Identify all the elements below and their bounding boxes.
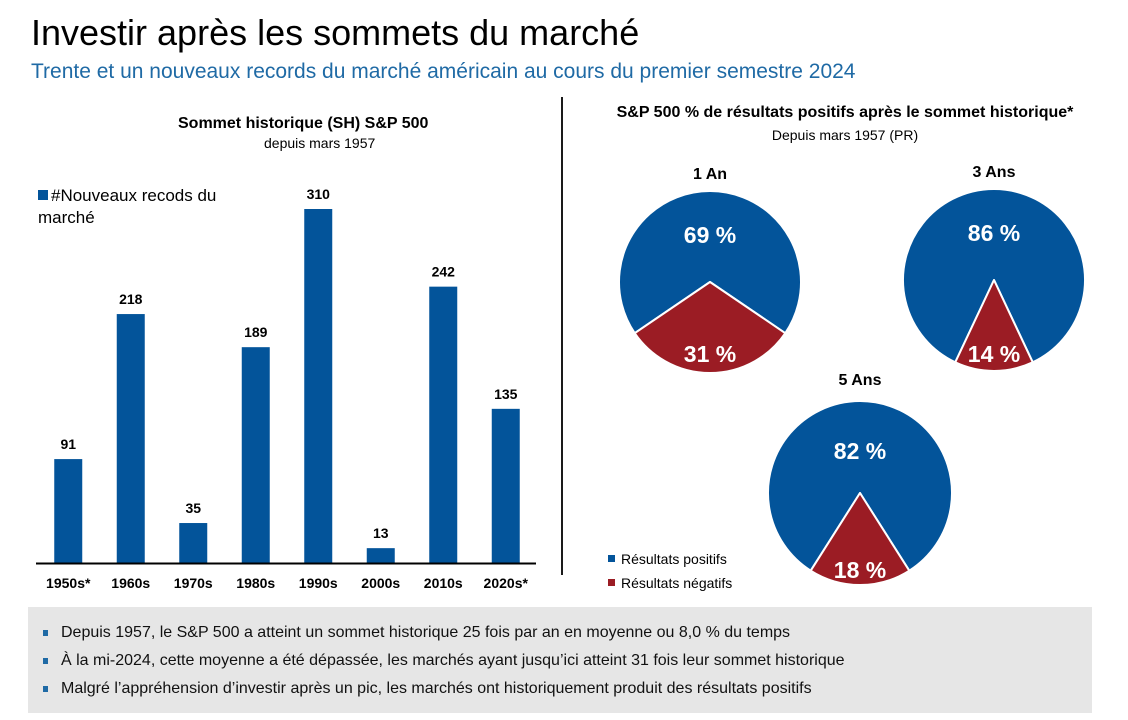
bullet-icon xyxy=(43,658,48,664)
key-point: Malgré l’appréhension d’investir après u… xyxy=(40,675,1092,703)
pie-title: 5 Ans xyxy=(839,372,882,389)
pie-group-subtitle: Depuis mars 1957 (PR) xyxy=(771,127,919,143)
bar-value-label: 13 xyxy=(373,525,389,541)
page-subtitle: Trente et un nouveaux records du marché … xyxy=(31,60,856,83)
x-tick-label: 1950s* xyxy=(46,575,91,591)
pie-label-negative: 18 % xyxy=(834,557,886,583)
bar-value-label: 189 xyxy=(244,324,268,340)
x-tick-label: 1970s xyxy=(174,575,213,591)
legend-swatch-negative xyxy=(608,579,615,586)
pie-1: 1 An 69 % 31 % xyxy=(618,166,802,374)
pie-slice-negative xyxy=(954,279,1034,372)
key-points-panel: Depuis 1957, le S&P 500 a atteint un som… xyxy=(28,607,1092,713)
pie-label-positive: 69 % xyxy=(684,222,736,248)
bar-1950s* xyxy=(54,459,83,563)
pie-slice-negative xyxy=(633,281,787,374)
x-tick-label: 2000s xyxy=(361,575,400,591)
legend-label-negative: Résultats négatifs xyxy=(621,575,733,591)
bar-value-label: 310 xyxy=(307,186,331,202)
key-points-list: Depuis 1957, le S&P 500 a atteint un som… xyxy=(28,607,1092,703)
bar-2000s xyxy=(366,548,395,563)
pie-3: 5 Ans 82 % 18 % xyxy=(767,372,953,586)
pie-title: 3 Ans xyxy=(973,164,1016,181)
bullet-icon xyxy=(43,686,48,692)
legend-item-negative: Résultats négatifs xyxy=(608,571,732,595)
bar-chart: 91 1950s* 218 1960s 35 1970s 189 1980s 310 1990s 1… xyxy=(36,186,536,591)
bar-value-label: 242 xyxy=(432,264,456,280)
key-point: Depuis 1957, le S&P 500 a atteint un som… xyxy=(40,619,1092,647)
pie-label-positive: 86 % xyxy=(968,220,1020,246)
pie-charts: 1 An 69 % 31 % 3 Ans 86 % 14 % 5 Ans 82 % 18 % xyxy=(618,164,1087,586)
pie-slice-negative xyxy=(809,492,911,586)
bullet-icon xyxy=(43,630,48,636)
pie-label-negative: 14 % xyxy=(968,341,1020,367)
bar-value-label: 218 xyxy=(119,291,143,307)
pie-slice-positive xyxy=(902,188,1087,364)
x-tick-label: 1980s xyxy=(236,575,275,591)
bar-1970s xyxy=(179,523,208,563)
bar-chart-title: Sommet historique (SH) S&P 500 xyxy=(178,115,429,132)
pie-title: 1 An xyxy=(693,166,727,183)
x-tick-label: 2020s* xyxy=(484,575,529,591)
pie-slice-positive xyxy=(618,190,802,335)
bar-1990s xyxy=(304,209,333,563)
x-tick-label: 1990s xyxy=(299,575,338,591)
bar-value-label: 91 xyxy=(60,436,76,452)
bar-1980s xyxy=(241,347,270,563)
x-tick-label: 1960s xyxy=(111,575,150,591)
bar-legend-label: #Nouveaux recods du marché xyxy=(38,186,217,227)
bar-value-label: 35 xyxy=(185,500,201,516)
pie-slice-positive xyxy=(767,400,953,572)
page-title: Investir après les sommets du marché xyxy=(31,12,640,53)
bar-2010s xyxy=(429,286,458,563)
x-tick-label: 2010s xyxy=(424,575,463,591)
pie-2: 3 Ans 86 % 14 % xyxy=(902,164,1087,372)
bar-1960s xyxy=(116,314,145,563)
pie-group-title: S&P 500 % de résultats positifs après le… xyxy=(616,104,1074,121)
pie-label-positive: 82 % xyxy=(834,438,886,464)
pie-legend: Résultats positifs Résultats négatifs xyxy=(608,547,732,595)
key-point: À la mi-2024, cette moyenne a été dépass… xyxy=(40,647,1092,675)
legend-item-positive: Résultats positifs xyxy=(608,547,732,571)
bar-value-label: 135 xyxy=(494,386,518,402)
bar-chart-legend: #Nouveaux recods du marché xyxy=(38,185,258,229)
legend-label-positive: Résultats positifs xyxy=(621,551,727,567)
legend-swatch-bar xyxy=(38,190,48,200)
section-divider xyxy=(561,97,563,575)
bar-chart-subtitle: depuis mars 1957 xyxy=(264,135,376,151)
pie-label-negative: 31 % xyxy=(684,341,736,367)
legend-swatch-positive xyxy=(608,555,615,562)
bar-2020s* xyxy=(491,408,520,563)
